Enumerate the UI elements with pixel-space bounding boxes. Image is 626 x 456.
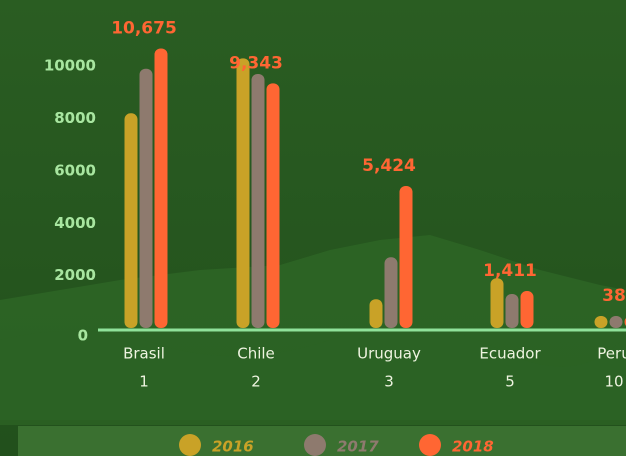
value-label: 10,675 [111, 19, 177, 39]
y-tick-label: 8000 [54, 109, 96, 127]
bar [252, 74, 265, 328]
x-tick-label: Chile [237, 345, 275, 363]
bar [140, 69, 153, 328]
x-tick-label: Uruguay [357, 345, 421, 363]
rank-label: 3 [384, 373, 394, 391]
legend-swatch [179, 434, 201, 456]
bar [370, 299, 383, 328]
bar [237, 58, 250, 328]
rank-label: 2 [251, 373, 261, 391]
y-tick-label: 4000 [54, 214, 96, 232]
y-tick-label: 2000 [54, 266, 96, 284]
legend-swatch [304, 434, 326, 456]
bar [267, 83, 280, 328]
legend-label: 2018 [452, 438, 494, 456]
bar [595, 316, 608, 328]
chart: 0 2000 4000 6000 8000 10000 Brasil 1 10,675 Chile… [0, 0, 626, 456]
value-label: 5,424 [362, 156, 416, 176]
bar [385, 257, 398, 328]
bar [521, 291, 534, 328]
bar [610, 316, 623, 328]
bar [491, 278, 504, 328]
x-tick-label: Peru [597, 345, 626, 363]
value-label: 38 [602, 286, 626, 306]
y-tick-label: 6000 [54, 161, 96, 179]
bar [506, 294, 519, 328]
legend-label: 2017 [337, 438, 379, 456]
bar [125, 113, 138, 328]
bar [155, 49, 168, 328]
rank-label: 10 [604, 373, 623, 391]
bar [400, 186, 413, 328]
y-tick-label: 10000 [44, 57, 96, 75]
x-tick-label: Ecuador [479, 345, 541, 363]
legend-label: 2016 [212, 438, 254, 456]
rank-label: 1 [139, 373, 149, 391]
x-tick-label: Brasil [123, 345, 165, 363]
y-tick-label: 0 [78, 327, 88, 345]
value-label: 1,411 [483, 261, 537, 281]
rank-label: 5 [505, 373, 515, 391]
legend-swatch [419, 434, 441, 456]
value-label: 9,343 [229, 53, 283, 73]
